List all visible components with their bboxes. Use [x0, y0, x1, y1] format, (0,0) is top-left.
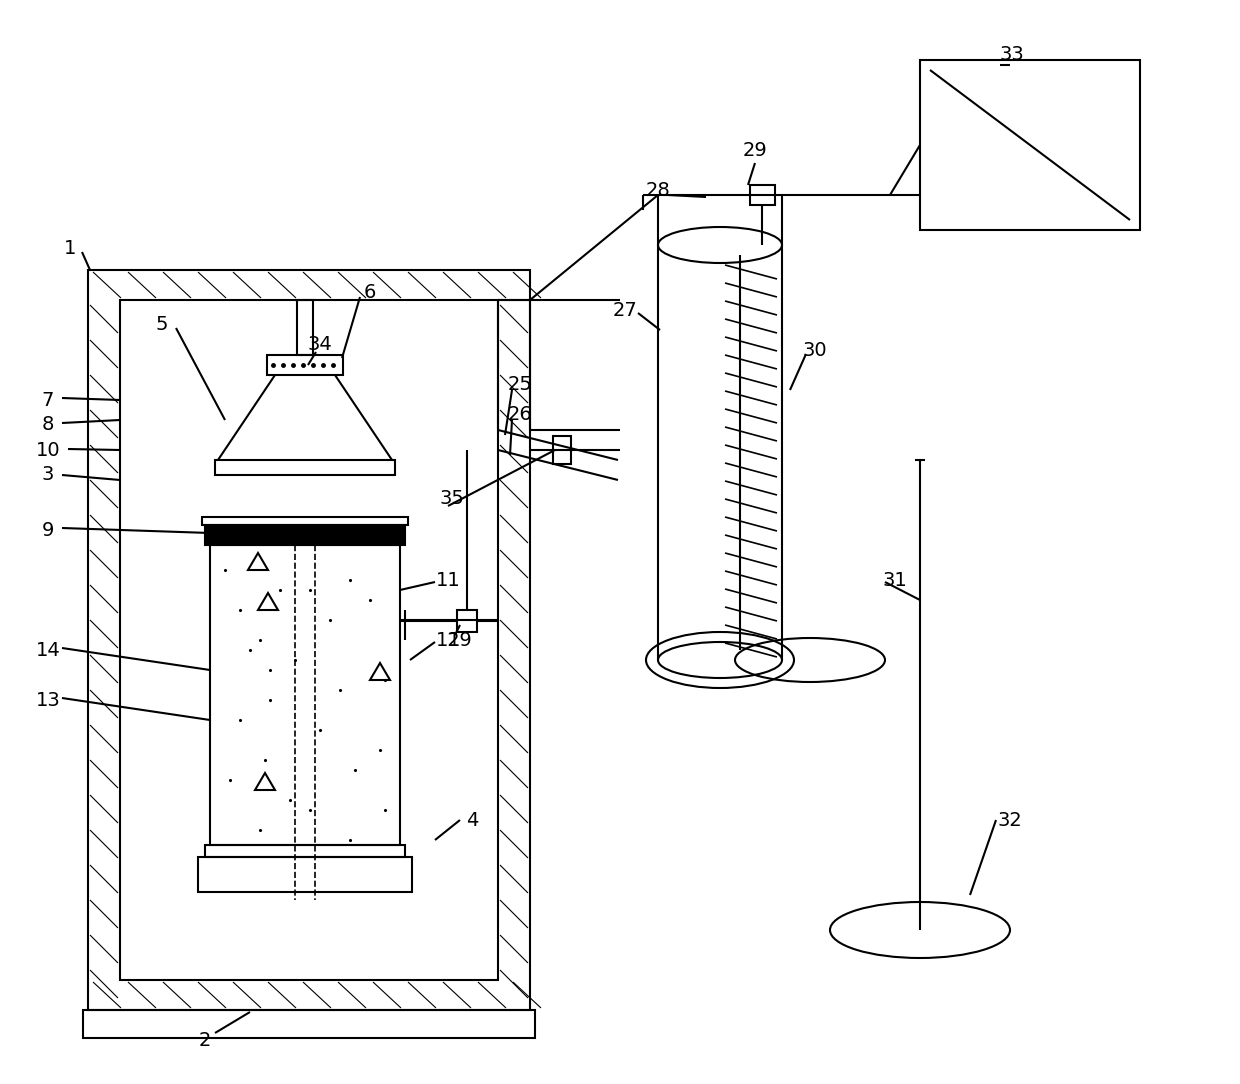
Text: 26: 26 [507, 405, 532, 425]
Text: 19: 19 [448, 631, 472, 649]
Text: 3: 3 [42, 465, 55, 485]
Text: 25: 25 [507, 375, 532, 395]
Text: 7: 7 [42, 390, 55, 410]
Text: 14: 14 [36, 641, 61, 659]
Bar [458, 610, 477, 632]
Text: 33: 33 [999, 46, 1024, 65]
Text: 30: 30 [802, 340, 827, 360]
Bar [298, 300, 312, 354]
Text: 13: 13 [36, 691, 61, 710]
Bar [83, 1010, 534, 1038]
Bar [553, 436, 570, 464]
Bar [750, 185, 775, 205]
Bar [205, 525, 405, 545]
Text: 31: 31 [883, 570, 908, 590]
Text: 27: 27 [613, 300, 637, 320]
Bar [920, 60, 1140, 230]
Bar [202, 517, 408, 525]
Text: 1: 1 [63, 238, 76, 258]
Bar [267, 354, 343, 375]
Bar [210, 545, 401, 846]
Text: 6: 6 [363, 283, 376, 301]
Text: 35: 35 [439, 489, 465, 507]
Text: 11: 11 [435, 570, 460, 590]
Text: 4: 4 [466, 811, 479, 829]
Bar [215, 460, 396, 475]
Bar [88, 270, 529, 1010]
Text: 2: 2 [198, 1031, 211, 1049]
Text: 10: 10 [36, 440, 61, 460]
Text: 8: 8 [42, 415, 55, 435]
Text: 34: 34 [308, 336, 332, 354]
Bar [198, 857, 412, 892]
Text: 5: 5 [156, 315, 169, 335]
Text: 12: 12 [435, 631, 460, 649]
Text: 9: 9 [42, 520, 55, 540]
Text: 29: 29 [743, 141, 768, 159]
Bar [120, 300, 498, 980]
Text: 28: 28 [646, 181, 671, 199]
Bar [205, 846, 405, 857]
Text: 32: 32 [998, 811, 1022, 829]
